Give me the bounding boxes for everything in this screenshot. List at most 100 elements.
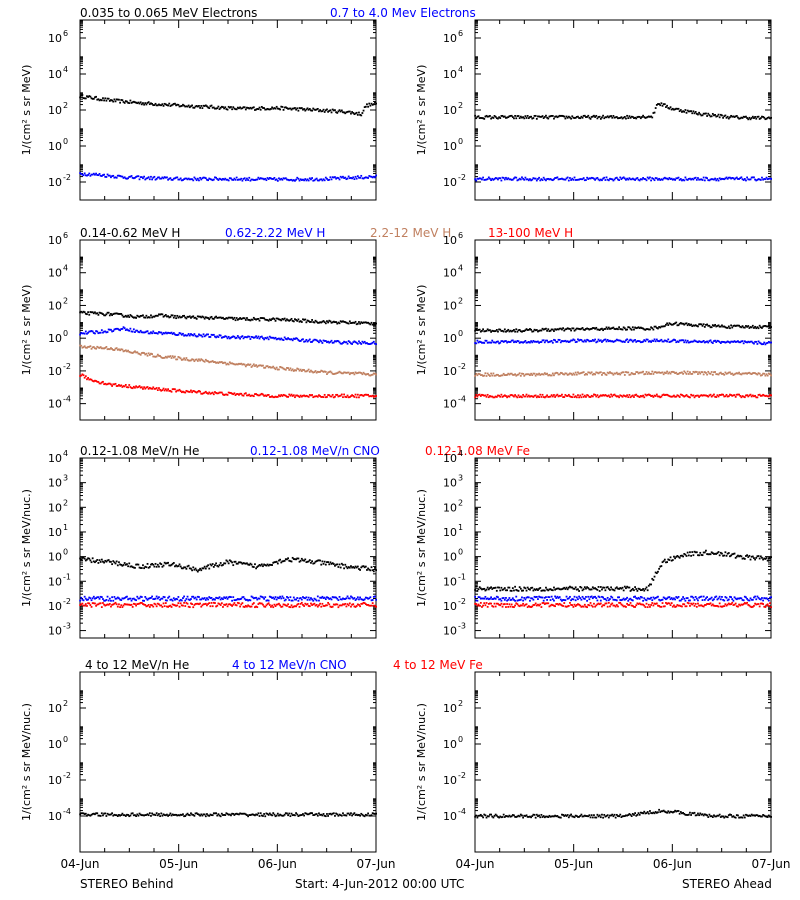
data-point <box>566 373 569 376</box>
data-point <box>135 599 137 602</box>
data-point <box>635 393 638 396</box>
data-point <box>516 330 519 333</box>
data-point <box>145 103 148 106</box>
data-point <box>118 174 120 177</box>
data-point <box>495 177 498 180</box>
data-point <box>256 566 259 568</box>
data-point <box>252 106 255 109</box>
data-point <box>153 104 156 106</box>
data-point <box>132 597 135 600</box>
data-point <box>311 177 313 179</box>
data-point <box>159 604 161 607</box>
data-point <box>567 393 570 396</box>
data-point <box>258 602 261 604</box>
data-point <box>622 394 625 397</box>
data-point <box>505 374 507 376</box>
data-point <box>583 586 586 589</box>
data-point <box>562 178 564 181</box>
data-point <box>356 596 359 599</box>
data-point <box>175 104 177 107</box>
data-point <box>747 118 750 121</box>
data-point <box>176 314 179 317</box>
data-point <box>719 371 722 374</box>
data-point <box>225 178 228 181</box>
data-point <box>212 318 215 320</box>
data-point <box>563 329 566 332</box>
data-point <box>722 325 724 328</box>
data-point <box>557 395 560 398</box>
data-point <box>748 116 751 119</box>
data-point <box>717 373 720 376</box>
data-point <box>731 115 734 118</box>
data-point <box>265 108 268 111</box>
data-point <box>705 112 707 115</box>
data-point <box>314 598 317 601</box>
data-point <box>175 390 177 393</box>
data-point <box>96 98 99 101</box>
data-point <box>238 561 240 564</box>
data-point <box>276 107 279 110</box>
data-point <box>358 568 360 570</box>
data-point <box>618 117 620 119</box>
data-point <box>370 175 373 178</box>
data-point <box>326 604 328 607</box>
data-point <box>603 117 606 120</box>
data-point <box>278 368 280 371</box>
data-point <box>248 107 251 110</box>
data-point <box>527 373 530 376</box>
data-point <box>90 347 93 350</box>
series-2 <box>79 326 377 346</box>
data-point <box>763 116 766 119</box>
data-point <box>320 563 323 566</box>
data-point <box>286 558 288 561</box>
data-point <box>344 112 347 115</box>
data-point <box>104 382 107 385</box>
data-point <box>569 328 571 330</box>
data-point <box>210 315 213 318</box>
data-point <box>506 178 508 181</box>
data-point <box>151 316 153 319</box>
data-point <box>310 321 312 323</box>
data-point <box>231 599 233 602</box>
data-point <box>358 603 360 606</box>
data-point <box>597 396 600 399</box>
data-point <box>98 331 101 334</box>
data-point <box>220 105 223 108</box>
data-point <box>694 111 697 113</box>
data-point <box>303 369 305 371</box>
series-title-2-3: 2.2-12 MeV H <box>370 226 451 240</box>
data-point <box>329 605 332 608</box>
data-point <box>577 178 579 181</box>
data-point <box>243 562 246 565</box>
data-point <box>747 325 750 327</box>
data-point <box>302 559 304 562</box>
data-point <box>591 327 594 329</box>
data-point <box>90 561 93 564</box>
data-point <box>220 597 223 600</box>
data-point <box>351 596 353 599</box>
data-point <box>121 348 124 351</box>
data-point <box>249 179 252 182</box>
data-point <box>84 330 87 333</box>
data-point <box>292 337 295 340</box>
data-point <box>567 341 570 343</box>
data-point <box>338 370 341 373</box>
data-point <box>533 328 536 331</box>
data-point <box>559 371 562 374</box>
data-point <box>146 598 149 601</box>
data-point <box>135 317 137 319</box>
data-point <box>717 179 720 182</box>
data-point <box>201 604 204 607</box>
data-point <box>179 316 182 319</box>
data-point <box>345 372 348 374</box>
data-point <box>521 176 523 179</box>
data-point <box>637 587 640 590</box>
data-point <box>107 328 110 331</box>
data-point <box>145 330 148 333</box>
data-point <box>724 114 727 117</box>
data-point <box>290 560 293 563</box>
data-point <box>272 561 275 564</box>
data-point <box>603 372 606 374</box>
data-point <box>617 395 619 398</box>
data-point <box>249 605 252 608</box>
